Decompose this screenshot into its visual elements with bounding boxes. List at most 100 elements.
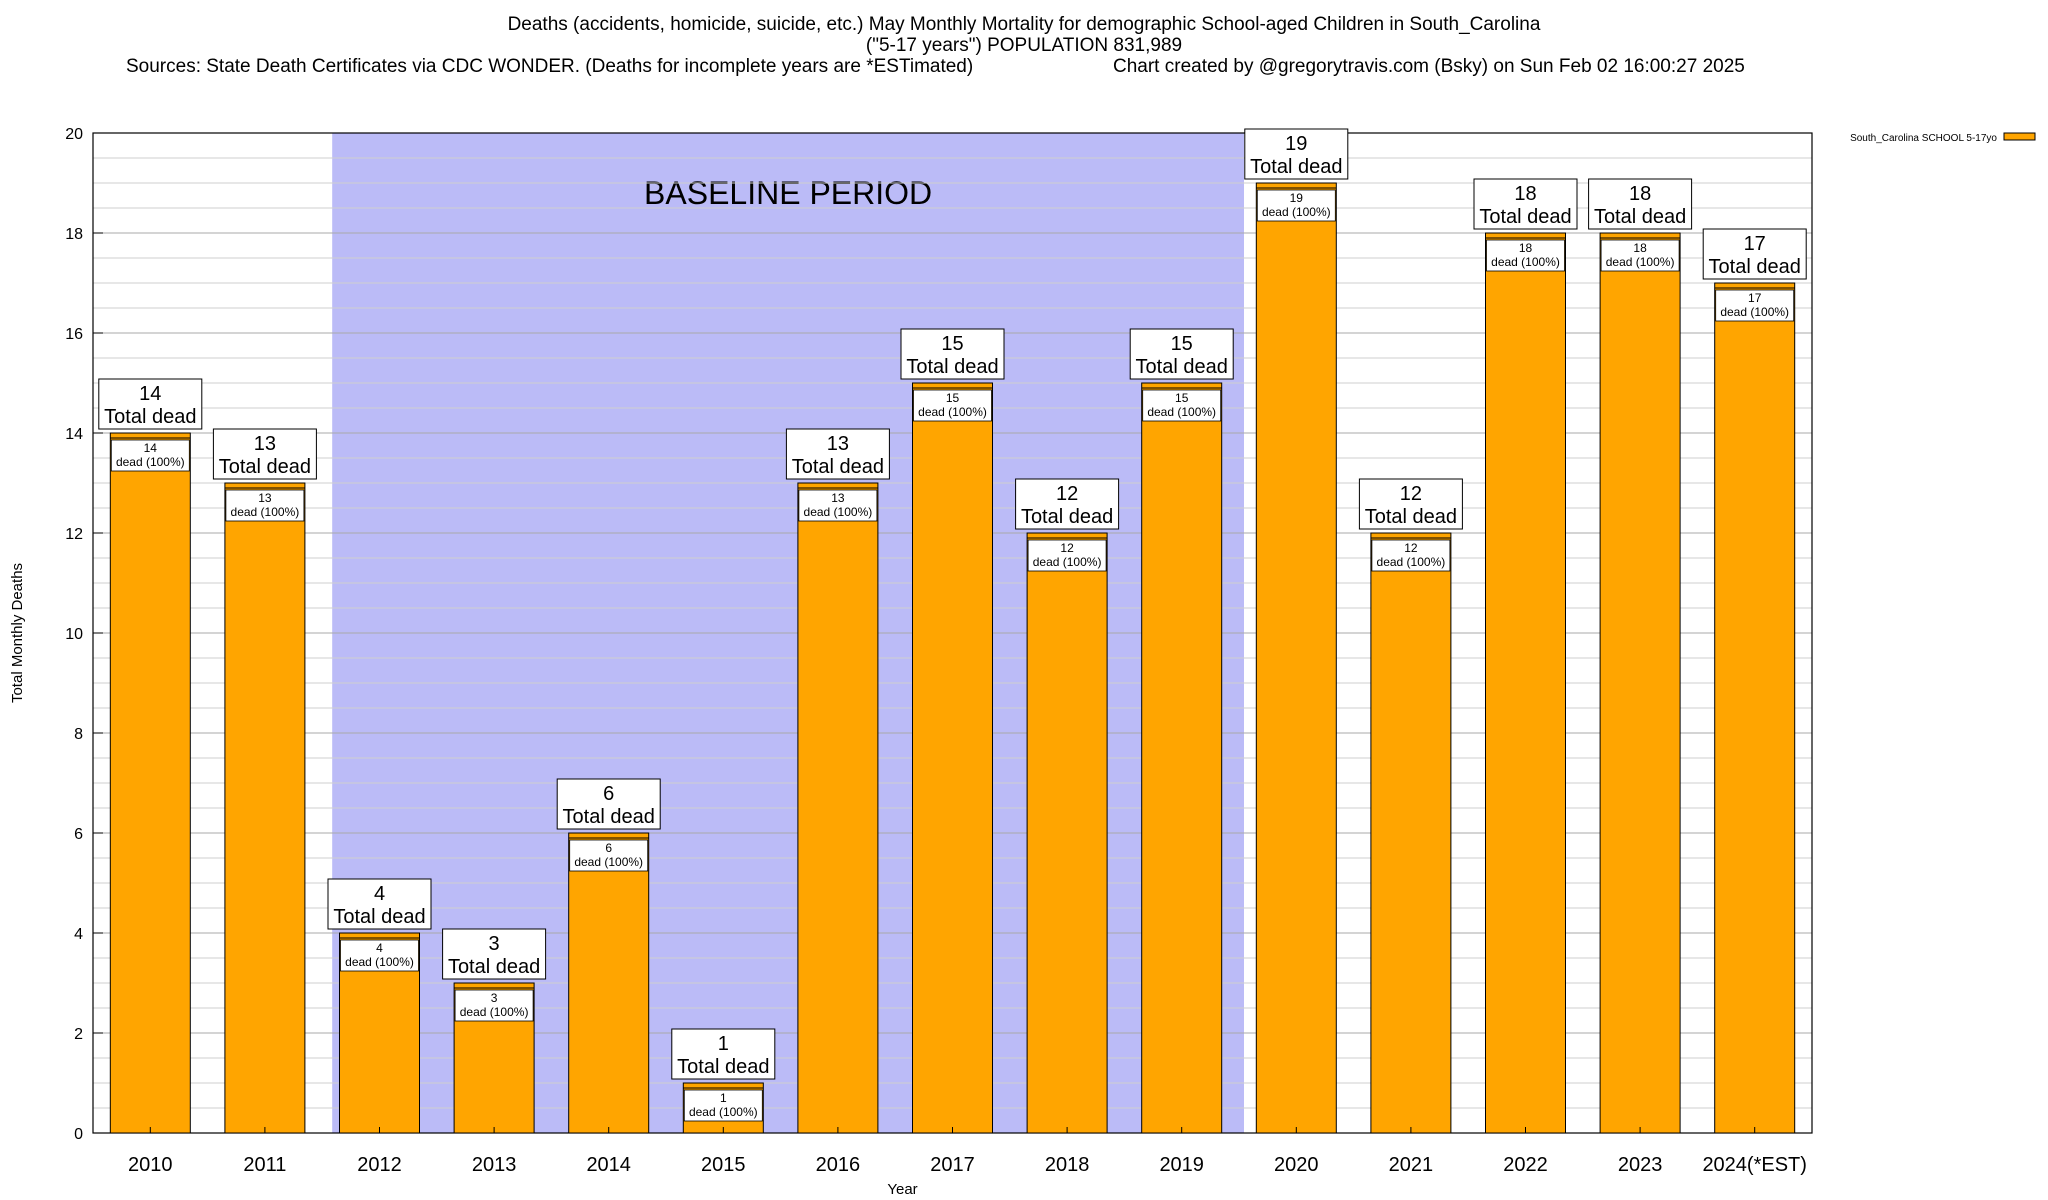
bar (1599, 232, 1681, 1134)
bar-total-dead-label: Total dead (1479, 206, 1571, 228)
x-tick-label: 2016 (816, 1154, 861, 1176)
bar-total-value-label: 12 (1400, 483, 1422, 505)
bar-total-dead-label: Total dead (1250, 156, 1342, 178)
x-tick-label: 2022 (1503, 1154, 1548, 1176)
x-tick-label: 2020 (1274, 1154, 1319, 1176)
chart-title-line2: ("5-17 years") POPULATION 831,989 (865, 35, 1183, 56)
bar-inner-percent-label: dead (100%) (804, 505, 873, 519)
bar-total-value-label: 6 (603, 783, 614, 805)
x-tick-label: 2021 (1389, 1154, 1434, 1176)
bar-total-label-box (1244, 128, 1349, 180)
bar-total-label-box (785, 428, 890, 480)
bar-inner-label-box (454, 989, 534, 1022)
bar-inner-count-label: 15 (946, 391, 960, 405)
bar-inner-count-label: 3 (491, 991, 498, 1005)
bar-total-label-box (1358, 478, 1463, 530)
bar-total-label-box (327, 878, 432, 930)
bar-inner-label-box (1256, 189, 1336, 222)
bar (1485, 232, 1566, 1134)
bar-total-dead-label: Total dead (1136, 356, 1228, 378)
bar-inner-count-label: 18 (1633, 241, 1647, 255)
y-axis-label: Total Monthly Deaths (9, 563, 26, 703)
bar (1141, 382, 1223, 1134)
bar-inner-count-label: 17 (1748, 291, 1762, 305)
bar-inner-label-box (1486, 239, 1565, 272)
y-tick-label: 20 (65, 126, 83, 143)
x-tick-label: 2019 (1159, 1154, 1204, 1176)
x-tick-label: 2011 (243, 1154, 286, 1176)
bar-inner-label-box (569, 839, 649, 872)
bar-total-value-label: 18 (1514, 183, 1536, 205)
bar-total-dead-label: Total dead (448, 956, 540, 978)
bar-total-label-box (1588, 178, 1693, 230)
bar-inner-label-box (1142, 389, 1222, 422)
y-tick-label: 10 (65, 626, 83, 643)
y-tick-label: 6 (74, 826, 83, 843)
bar-total-label-box (98, 378, 203, 430)
legend-swatch (2003, 132, 2036, 141)
bar-inner-count-label: 14 (144, 441, 158, 455)
legend: South_Carolina SCHOOL 5-17yo (1850, 132, 2036, 144)
bar-inner-percent-label: dead (100%) (460, 1005, 529, 1019)
bar-total-value-label: 13 (254, 433, 276, 455)
bar-total-dead-label: Total dead (1365, 506, 1457, 528)
bar-inner-label-box (1715, 289, 1795, 322)
bar-inner-percent-label: dead (100%) (574, 855, 643, 869)
y-tick-label: 18 (65, 226, 83, 243)
bar-inner-label-box (340, 939, 419, 972)
bar-total-label-box (671, 1028, 776, 1080)
bar-total-value-label: 14 (139, 383, 161, 405)
bar-total-dead-label: Total dead (1594, 206, 1686, 228)
bar-inner-count-label: 13 (831, 491, 845, 505)
bar-inner-percent-label: dead (100%) (1720, 305, 1789, 319)
y-tick-label: 0 (74, 1126, 83, 1143)
bar-total-value-label: 4 (374, 883, 385, 905)
bar-total-value-label: 15 (941, 333, 963, 355)
baseline-period-label: BASELINE PERIOD (644, 175, 932, 211)
bar-inner-percent-label: dead (100%) (1491, 255, 1560, 269)
bar-total-dead-label: Total dead (677, 1056, 769, 1078)
bar-inner-label-box (110, 439, 190, 472)
bar-inner-percent-label: dead (100%) (1262, 205, 1331, 219)
bar-total-dead-label: Total dead (104, 406, 196, 428)
bar-inner-label-box (1600, 239, 1680, 272)
bar-total-dead-label: Total dead (563, 806, 655, 828)
bar-total-dead-label: Total dead (792, 456, 884, 478)
y-tick-label: 14 (65, 426, 83, 443)
bar (797, 482, 879, 1134)
bar (1714, 282, 1796, 1134)
bar-inner-percent-label: dead (100%) (689, 1105, 758, 1119)
chart-title-line1: Deaths (accidents, homicide, suicide, et… (507, 14, 1541, 35)
bar-inner-percent-label: dead (100%) (1033, 555, 1102, 569)
bar-inner-percent-label: dead (100%) (231, 505, 300, 519)
bar-total-value-label: 18 (1629, 183, 1651, 205)
chart-sources: Sources: State Death Certificates via CD… (126, 56, 974, 77)
bar-inner-label-box (1371, 539, 1451, 572)
y-tick-label: 2 (74, 1026, 83, 1043)
y-tick-label: 12 (65, 526, 83, 543)
y-tick-label: 8 (74, 726, 83, 743)
bar-total-label-box (556, 778, 661, 830)
x-tick-label: 2017 (930, 1154, 975, 1176)
bar-inner-count-label: 13 (258, 491, 272, 505)
y-tick-label: 16 (65, 326, 83, 343)
bar-inner-count-label: 4 (376, 941, 383, 955)
bar-total-value-label: 17 (1744, 233, 1766, 255)
x-tick-label: 2010 (128, 1154, 173, 1176)
bar-total-value-label: 19 (1285, 133, 1307, 155)
x-tick-label: 2012 (357, 1154, 402, 1176)
bar-total-dead-label: Total dead (333, 906, 425, 928)
bar-total-value-label: 15 (1171, 333, 1193, 355)
bar-inner-label-box (798, 489, 878, 522)
bar-total-dead-label: Total dead (1021, 506, 1113, 528)
